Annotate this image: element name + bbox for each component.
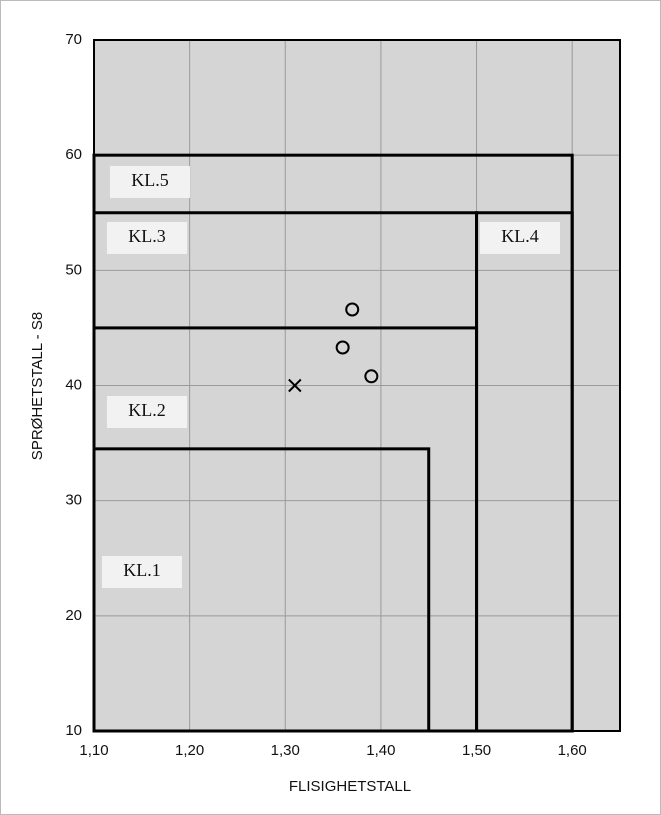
x-tick-label: 1,10 xyxy=(79,742,108,759)
region-boundary xyxy=(92,447,431,733)
region-label-box xyxy=(480,222,560,254)
x-tick-label: 1,30 xyxy=(271,742,300,759)
point-circle xyxy=(345,302,360,317)
point-cross xyxy=(288,378,302,393)
point-circle xyxy=(364,369,379,384)
region-label-box xyxy=(107,222,187,254)
y-tick-label: 20 xyxy=(65,607,82,624)
region-label: KL.4 xyxy=(501,226,539,246)
x-tick-label: 1,20 xyxy=(175,742,204,759)
region-label-box xyxy=(102,556,182,588)
y-tick-label: 40 xyxy=(65,376,82,393)
x-tick-label: 1,50 xyxy=(462,742,491,759)
y-tick-label: 10 xyxy=(65,722,82,739)
y-tick-label: 60 xyxy=(65,146,82,163)
y-tick-label: 30 xyxy=(65,492,82,509)
y-tick-label: 70 xyxy=(65,31,82,48)
region-label: KL.1 xyxy=(123,560,161,580)
region-label-box xyxy=(110,166,190,198)
y-tick-label: 50 xyxy=(65,261,82,278)
region-label: KL.3 xyxy=(128,226,166,246)
region-label: KL.2 xyxy=(128,400,166,420)
x-tick-label: 1,40 xyxy=(366,742,395,759)
region-label: KL.5 xyxy=(131,170,169,190)
region-label-box xyxy=(107,396,187,428)
point-circle xyxy=(335,340,350,355)
x-axis-label: FLISIGHETSTALL xyxy=(289,778,411,795)
x-tick-label: 1,60 xyxy=(558,742,587,759)
y-axis-label: SPRØHETSTALL - S8 xyxy=(29,312,46,460)
